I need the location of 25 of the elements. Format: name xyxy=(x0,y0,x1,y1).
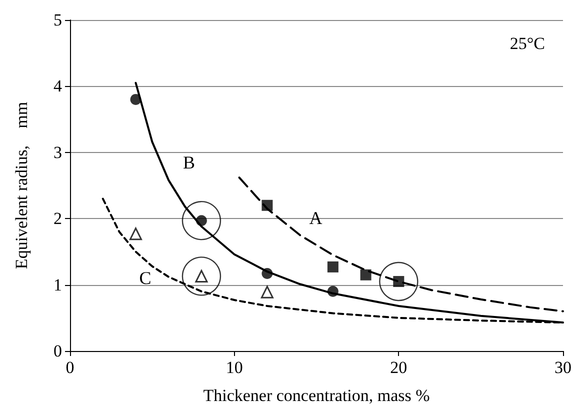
point xyxy=(360,269,372,280)
series-label: C xyxy=(139,268,152,288)
y-tick-label: 3 xyxy=(54,142,62,162)
y-tick-label: 0 xyxy=(54,342,62,360)
y-axis-title: Equivelent radius, mm xyxy=(12,102,31,270)
point xyxy=(130,94,142,105)
y-tick-label: 2 xyxy=(54,209,62,228)
point xyxy=(327,286,338,297)
y-tick-label: 1 xyxy=(54,275,62,294)
point xyxy=(327,261,338,272)
x-tick-label: 10 xyxy=(226,358,243,377)
y-tick-label: 4 xyxy=(54,76,62,96)
series-label: B xyxy=(183,152,196,173)
x-tick-label: 30 xyxy=(554,358,572,377)
x-axis-title: Thickener concentration, mass % xyxy=(203,386,430,405)
line-series xyxy=(238,176,564,312)
y-tick-label: 5 xyxy=(54,10,62,30)
x-tick-label: 0 xyxy=(66,358,74,377)
x-tick-label: 20 xyxy=(390,358,408,377)
series-label: A xyxy=(309,208,322,228)
annotation: 25°C xyxy=(510,34,546,53)
point xyxy=(262,268,273,280)
point xyxy=(260,286,274,298)
point xyxy=(262,200,273,211)
point xyxy=(129,228,142,240)
